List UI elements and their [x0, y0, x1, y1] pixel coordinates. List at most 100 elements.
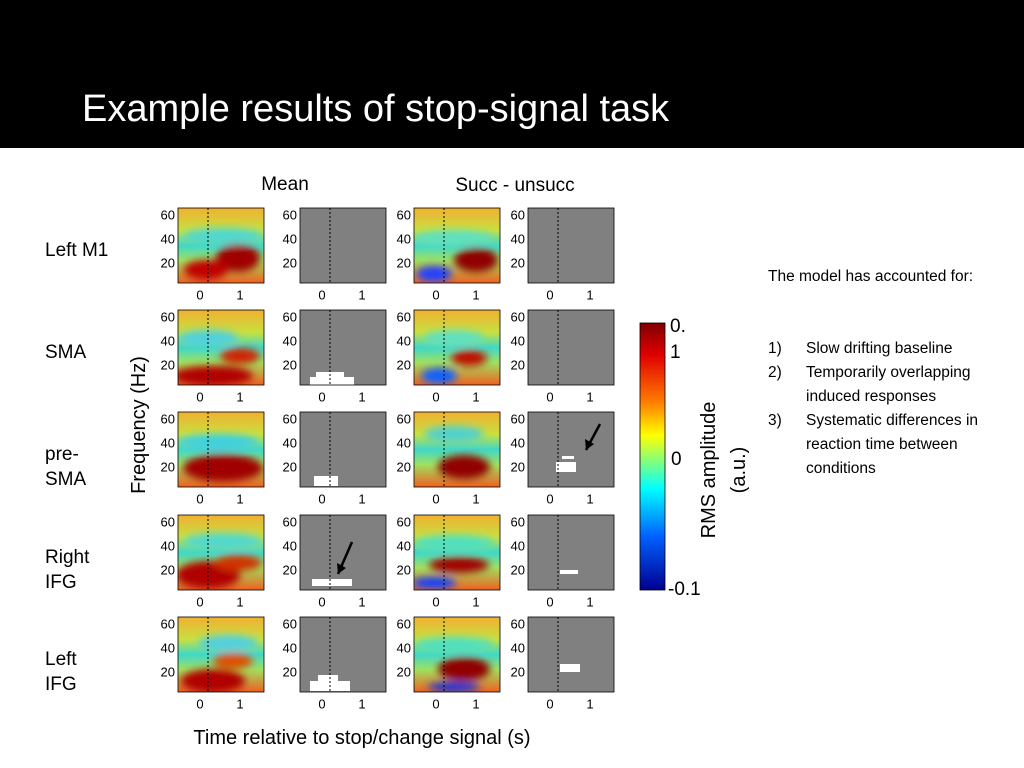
significant-cluster	[310, 377, 354, 385]
x-tick-label: 1	[586, 287, 593, 302]
panel: 60 40 20 0 1	[161, 616, 265, 711]
y-tick-label: 40	[283, 231, 297, 246]
stat-map	[300, 208, 386, 283]
significant-cluster	[314, 476, 338, 486]
colorbar-label-line: (a.u.)	[728, 447, 750, 494]
x-tick-label: 1	[236, 491, 243, 506]
y-tick-label: 20	[283, 357, 297, 372]
panel: 60 40 20 0 1	[397, 309, 501, 404]
heatmap	[178, 617, 264, 692]
list-marker: 3)	[768, 412, 782, 429]
list-marker: 2)	[768, 364, 782, 381]
panel-frame	[299, 411, 387, 488]
x-tick-label: 0	[546, 594, 553, 609]
blob	[414, 577, 456, 589]
y-tick-label: 40	[397, 231, 411, 246]
y-tick-label: 60	[283, 207, 297, 222]
y-tick-label: 40	[283, 333, 297, 348]
stat-map	[300, 412, 386, 487]
panel-frame	[177, 207, 265, 284]
x-tick-label: 1	[358, 696, 365, 711]
heatmap-blobs	[414, 637, 494, 692]
notes-intro: The model has accounted for:	[768, 268, 974, 285]
y-tick-label: 60	[161, 207, 175, 222]
panel: 60 40 20 0 1	[397, 616, 501, 711]
colorbar-tick-label: 0.1	[670, 316, 686, 363]
stat-map	[528, 310, 614, 385]
y-tick-label: 60	[397, 309, 411, 324]
column-title: Succ - unsucc	[455, 175, 574, 196]
panel-frame	[299, 207, 387, 284]
panel-frame	[177, 309, 265, 386]
y-tick-label: 60	[161, 514, 175, 529]
blob	[213, 653, 253, 669]
stat-map	[528, 208, 614, 283]
y-tick-label: 60	[511, 309, 525, 324]
x-tick-label: 0	[318, 594, 325, 609]
blob	[416, 266, 452, 282]
list-item: Slow drifting baseline	[806, 340, 953, 357]
header-band	[0, 0, 1024, 148]
y-tick-label: 60	[397, 514, 411, 529]
x-tick-label: 0	[546, 491, 553, 506]
x-tick-label: 0	[318, 696, 325, 711]
y-tick-label: 20	[511, 562, 525, 577]
x-tick-label: 1	[472, 389, 479, 404]
colorbar-tick-label: -0.1	[668, 579, 701, 600]
x-tick-label: 0	[432, 594, 439, 609]
panel-frame	[413, 514, 501, 591]
y-axis-label: Frequency (Hz)	[128, 356, 150, 494]
blob	[438, 657, 490, 681]
blob	[198, 635, 258, 651]
blob	[414, 637, 494, 653]
blob	[214, 555, 262, 571]
heatmap-blobs	[183, 228, 263, 280]
heatmap-blobs	[414, 230, 498, 282]
heatmap-bg	[414, 617, 500, 692]
panel: 60 40 20 0 1	[161, 309, 265, 404]
row-label: pre-SMA	[45, 444, 87, 490]
y-tick-label: 60	[511, 207, 525, 222]
panel: 60 40 20 0 1	[161, 411, 265, 506]
y-tick-label: 60	[283, 616, 297, 631]
blob	[178, 366, 253, 385]
x-tick-label: 0	[432, 287, 439, 302]
panel-frame	[299, 616, 387, 693]
colorbar	[639, 322, 666, 591]
panel-frame	[527, 616, 615, 693]
panel-frame	[177, 514, 265, 591]
x-tick-label: 1	[358, 491, 365, 506]
y-tick-label: 20	[161, 357, 175, 372]
x-tick-label: 1	[472, 594, 479, 609]
y-tick-label: 60	[161, 616, 175, 631]
panel: 60 40 20 0 1	[511, 207, 615, 302]
blob	[183, 454, 263, 482]
y-tick-label: 20	[511, 459, 525, 474]
y-tick-label: 60	[511, 616, 525, 631]
blob	[181, 669, 245, 692]
x-tick-label: 1	[472, 287, 479, 302]
y-tick-label: 60	[283, 411, 297, 426]
panel: 60 40 20 0 1	[397, 411, 501, 506]
list-item: Temporarily overlapping induced response…	[806, 364, 971, 405]
y-tick-label: 60	[397, 411, 411, 426]
x-tick-label: 0	[546, 696, 553, 711]
x-tick-label: 1	[236, 389, 243, 404]
y-tick-label: 20	[283, 255, 297, 270]
y-tick-label: 40	[161, 333, 175, 348]
panel-frame	[177, 411, 265, 488]
x-tick-label: 1	[472, 491, 479, 506]
panel-frame	[527, 411, 615, 488]
blob	[451, 350, 487, 366]
blob	[414, 230, 494, 246]
y-tick-label: 40	[161, 538, 175, 553]
heatmap-blobs	[178, 533, 263, 589]
y-tick-label: 40	[397, 640, 411, 655]
blob	[216, 244, 260, 272]
list-marker: 1)	[768, 340, 782, 357]
blob	[421, 368, 457, 384]
blob	[429, 557, 489, 573]
panel: 60 40 20 0 1	[161, 514, 265, 609]
panel: 60 40 20 0 1	[511, 514, 615, 609]
